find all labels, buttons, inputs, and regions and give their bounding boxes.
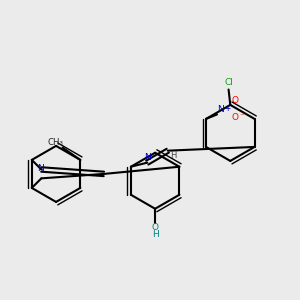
Text: H: H (170, 151, 177, 160)
Text: O: O (231, 96, 238, 105)
Text: +: + (225, 104, 231, 113)
Text: O: O (231, 113, 238, 122)
Text: Cl: Cl (224, 78, 233, 87)
Text: CH₃: CH₃ (48, 138, 64, 147)
Text: ⁻: ⁻ (239, 112, 244, 122)
Text: N: N (37, 164, 44, 173)
Text: N: N (217, 105, 224, 114)
Text: O: O (152, 223, 159, 232)
Text: H: H (152, 230, 158, 239)
Text: N: N (144, 153, 151, 162)
